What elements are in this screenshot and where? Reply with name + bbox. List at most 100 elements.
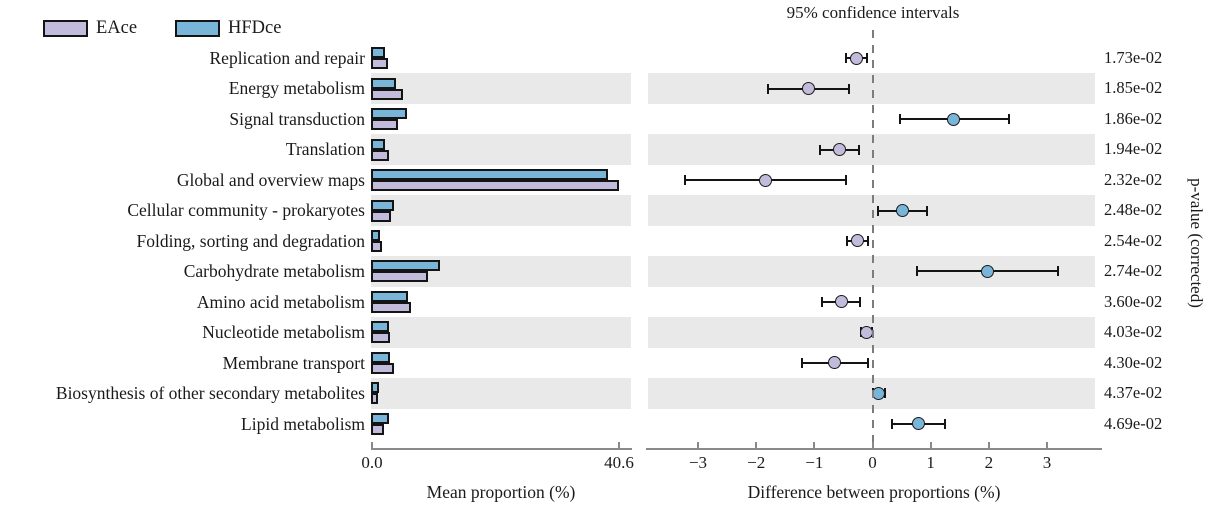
p-value-label: 3.60e-02 [1104, 291, 1163, 311]
right-axis-tick-mark [813, 442, 816, 448]
left-axis-tick-max: 40.6 [604, 453, 634, 472]
category-label: Lipid metabolism [241, 413, 365, 434]
ci-cap-right [1057, 266, 1060, 277]
hfdce-bar [371, 382, 380, 394]
ci-point [828, 356, 842, 370]
eace-bar [371, 240, 382, 252]
p-value-label: 1.73e-02 [1104, 48, 1163, 67]
ci-point [980, 264, 994, 278]
p-value-label: 4.30e-02 [1104, 352, 1163, 372]
category-label: Replication and repair [209, 48, 366, 68]
eace-bar [371, 423, 384, 435]
ci-cap-right [859, 296, 862, 307]
hfdce-bar [371, 412, 389, 424]
ci-cap-right [865, 53, 868, 64]
hfdce-bar [371, 321, 390, 333]
category-label: Biosynthesis of other secondary metaboli… [55, 383, 365, 404]
right-axis-tick-label: 3 [1042, 453, 1052, 472]
p-value-label: 2.32e-02 [1104, 169, 1163, 189]
right-axis-tick-mark [871, 442, 874, 448]
eace-bar [371, 149, 389, 161]
hfdce-bar [371, 260, 441, 272]
eace-bar [371, 180, 619, 192]
row-stripe-left [371, 73, 631, 104]
ci-cap-left [846, 235, 849, 246]
ci-cap-right [944, 418, 947, 429]
ci-cap-left [916, 266, 919, 277]
ci-point [895, 204, 909, 218]
right-axis-tick-mark [929, 442, 932, 448]
right-axis-tick-label: −2 [747, 453, 766, 472]
x-axis-left [371, 448, 632, 450]
right-axis-tick-label: −1 [805, 453, 824, 472]
hfdce-bar [371, 108, 407, 120]
ci-cap-right [848, 83, 851, 94]
hfdce-bar [371, 199, 394, 211]
left-axis-tick-0: 0.0 [361, 453, 383, 472]
right-axis-tick-mark [696, 442, 699, 448]
ci-cap-left [890, 418, 893, 429]
row-stripe-left [371, 378, 631, 409]
eace-bar [371, 393, 379, 405]
right-axis-tick-mark [755, 442, 758, 448]
ci-cap-left [766, 83, 769, 94]
category-label: Signal transduction [229, 108, 365, 129]
ci-cap-left [898, 114, 901, 125]
category-label: Energy metabolism [228, 78, 365, 99]
zero-line [871, 30, 874, 448]
category-label: Carbohydrate metabolism [183, 261, 365, 282]
left-axis-title: Mean proportion (%) [426, 482, 576, 502]
ci-point [850, 51, 864, 65]
p-value-label: 2.54e-02 [1104, 230, 1163, 250]
eace-bar [371, 58, 388, 70]
hfdce-bar [371, 229, 380, 241]
legend-swatch-hfdce [175, 20, 220, 37]
category-label: Nucleotide metabolism [202, 322, 365, 343]
hfdce-bar [371, 138, 386, 150]
eace-bar [371, 362, 394, 374]
category-label: Cellular community - prokaryotes [127, 200, 365, 221]
hfdce-bar [371, 47, 385, 59]
ci-cap-right [866, 235, 869, 246]
x-axis-right [646, 448, 1102, 450]
p-value-label: 2.48e-02 [1104, 200, 1163, 220]
left-axis-tick-mark [618, 442, 620, 448]
right-axis-tick-mark [987, 442, 990, 448]
ci-cap-left [820, 296, 823, 307]
p-value-label: 1.94e-02 [1104, 139, 1163, 159]
right-axis-tick-label: 1 [926, 453, 935, 472]
category-label: Global and overview maps [176, 169, 365, 190]
ci-cap-right [925, 205, 928, 216]
eace-bar [371, 210, 391, 222]
p-value-label: 4.03e-02 [1104, 322, 1163, 342]
row-stripe-left [371, 134, 631, 165]
p-value-label: 1.85e-02 [1104, 78, 1163, 98]
hfdce-bar [371, 169, 608, 181]
eace-bar [371, 301, 411, 313]
ci-cap-right [866, 357, 869, 368]
ci-cap-left [801, 357, 804, 368]
right-axis-title: Difference between proportions (%) [747, 482, 1001, 502]
right-axis-tick-label: 0 [868, 453, 877, 472]
ci-cap-left [818, 144, 821, 155]
category-label: Translation [285, 139, 365, 160]
ci-cap-left [845, 53, 848, 64]
p-value-label: 2.74e-02 [1104, 261, 1163, 281]
pvalue-axis-label: p-value (corrected) [1187, 178, 1206, 308]
category-label: Membrane transport [222, 352, 365, 373]
ci-cap-right [884, 388, 887, 399]
ci-point [947, 112, 961, 126]
row-stripe-left [371, 317, 631, 348]
p-value-label: 4.37e-02 [1104, 383, 1163, 403]
legend-label-hfdce: HFDce [228, 18, 282, 38]
right-axis-tick-mark [1046, 442, 1048, 448]
ci-point [850, 234, 864, 248]
hfdce-bar [371, 77, 396, 89]
eace-bar [371, 88, 403, 100]
ci-cap-right [858, 144, 861, 155]
ci-point [802, 82, 815, 96]
confidence-interval-title: 95% confidence intervals [786, 3, 960, 22]
ci-point [911, 417, 925, 431]
right-axis-tick-label: 2 [984, 453, 994, 472]
